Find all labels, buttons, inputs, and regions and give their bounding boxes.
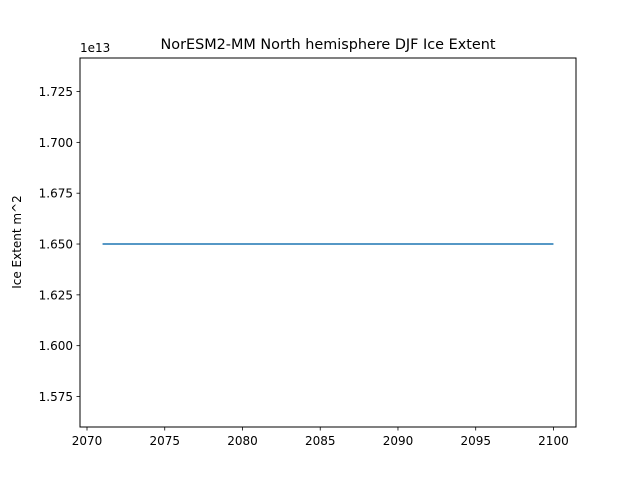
- x-tick-label: 2075: [149, 434, 180, 448]
- x-tick-label: 2090: [383, 434, 414, 448]
- y-tick-label: 1.725: [39, 85, 73, 99]
- y-tick-label: 1.575: [39, 390, 73, 404]
- y-tick-label: 1.600: [39, 339, 73, 353]
- y-axis-label: Ice Extent m^2: [10, 195, 24, 289]
- plot-frame: [79, 57, 577, 428]
- x-tick-label: 2085: [305, 434, 336, 448]
- plot-layer: 2070 2075 2080 2085 2090 2095 2100 1.575 1.600 1.…: [39, 85, 569, 448]
- y-tick-label: 1.650: [39, 238, 73, 252]
- y-offset-label: 1e13: [80, 41, 110, 55]
- chart-title: NorESM2-MM North hemisphere DJF Ice Exte…: [161, 37, 496, 53]
- x-tick-label: 2100: [538, 434, 569, 448]
- y-tick-label: 1.675: [39, 187, 73, 201]
- y-tick-label: 1.625: [39, 288, 73, 302]
- x-tick-label: 2070: [72, 434, 103, 448]
- y-tick-label: 1.700: [39, 136, 73, 150]
- x-tick-label: 2080: [227, 434, 258, 448]
- x-tick-label: 2095: [460, 434, 491, 448]
